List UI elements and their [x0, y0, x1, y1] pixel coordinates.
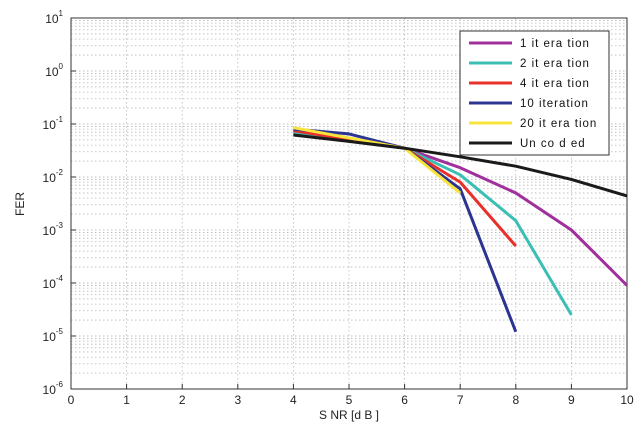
legend-label: 1 it era tion [520, 38, 590, 50]
series-lines [293, 126, 629, 333]
x-tick-label: 8 [512, 393, 519, 407]
x-tick-label: 0 [68, 393, 75, 407]
legend-label: 10 iteration [520, 98, 589, 110]
y-tick-label: 10-1 [43, 115, 64, 132]
legend-label: 4 it era tion [520, 78, 590, 90]
x-tick-label: 4 [290, 393, 297, 407]
legend-label: Un co d ed [520, 138, 586, 150]
legend-label: 2 it era tion [520, 58, 590, 70]
x-tick-label: 7 [457, 393, 464, 407]
x-axis-label: S NR [d B ] [319, 408, 379, 422]
y-tick-label: 10-2 [43, 168, 64, 185]
legend: 1 it era tion 2 it era tion 4 it era tion 1… [459, 30, 610, 156]
x-axis-ticks: 0 1 2 3 4 5 6 7 8 9 10 [68, 384, 634, 407]
x-tick-label: 5 [346, 393, 353, 407]
legend-box [459, 30, 610, 156]
x-tick-label: 1 [123, 393, 130, 407]
x-tick-label: 6 [401, 393, 408, 407]
x-tick-label: 10 [620, 393, 634, 407]
y-axis-label: FER [13, 192, 27, 216]
y-tick-label: 10-5 [43, 327, 64, 344]
y-axis-ticks: 10-6 10-5 10-4 10-3 10-2 10-1 100 101 [43, 9, 76, 397]
x-tick-label: 3 [234, 393, 241, 407]
series-line-6 [293, 133, 628, 198]
y-tick-label: 10-4 [43, 274, 64, 291]
y-tick-label: 10-6 [43, 380, 64, 397]
x-tick-label: 2 [179, 393, 186, 407]
grid [71, 18, 627, 389]
y-tick-label: 10-3 [43, 221, 64, 238]
x-tick-label: 9 [568, 393, 575, 407]
legend-label: 20 it era tion [520, 118, 597, 130]
y-tick-label: 101 [45, 9, 63, 26]
y-tick-label: 100 [45, 62, 63, 79]
